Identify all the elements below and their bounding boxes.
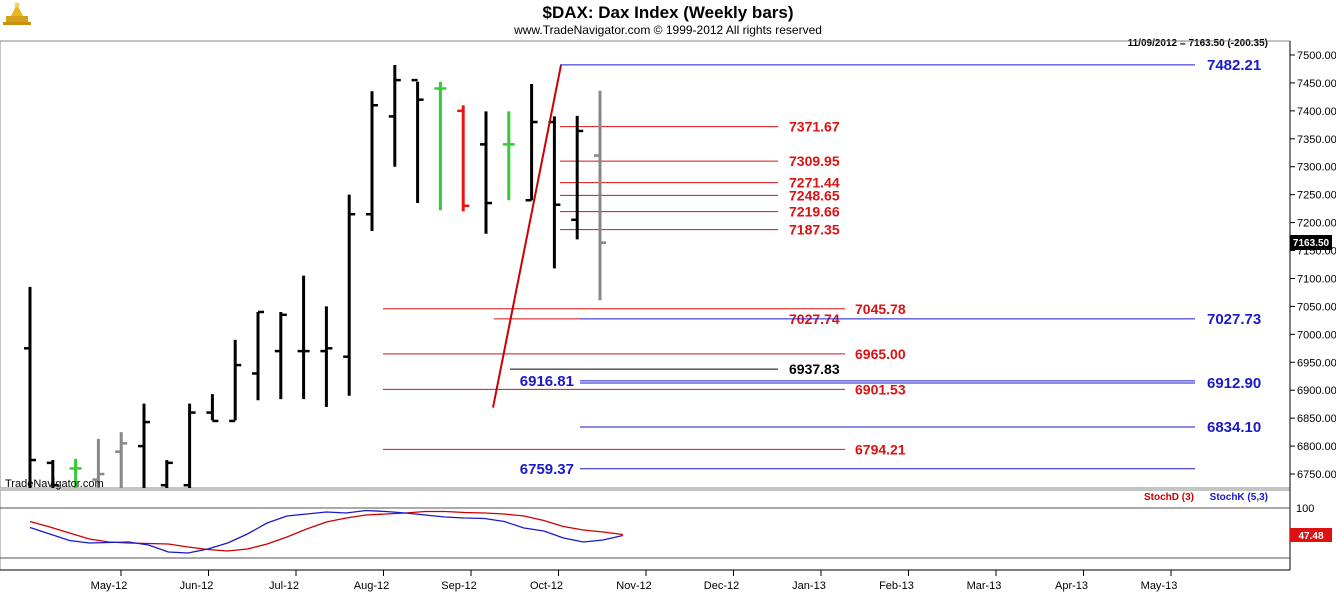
price-panel-frame <box>0 40 1291 489</box>
fib-level-label: 7271.44 <box>789 175 840 191</box>
time-tick-label: Sep-12 <box>441 580 476 592</box>
last-price-label: 7163.50 <box>1293 238 1330 249</box>
stoch-last-tag: 47.48 <box>1290 528 1332 542</box>
fib-level-label: 7371.67 <box>789 119 840 135</box>
chart-title: $DAX: Dax Index (Weekly bars) <box>543 3 794 22</box>
time-tick-label: Jan-13 <box>792 580 826 592</box>
price-tick-label: 7350.00 <box>1297 134 1336 146</box>
time-tick-label: Nov-12 <box>616 580 651 592</box>
stoch-last-label: 47.48 <box>1298 531 1323 542</box>
time-tick-label: Mar-13 <box>967 580 1002 592</box>
price-tick-label: 7000.00 <box>1297 329 1336 341</box>
fib-level-label: 6965.00 <box>855 346 906 362</box>
price-tick-label: 7300.00 <box>1297 162 1336 174</box>
fib-level-label: 6794.21 <box>855 441 906 457</box>
price-tick-label: 6900.00 <box>1297 385 1336 397</box>
fib-level-label: 7187.35 <box>789 222 840 238</box>
time-tick-label: Oct-12 <box>530 580 563 592</box>
price-readout: 11/09/2012 = 7163.50 (-200.35) <box>1128 38 1268 49</box>
last-price-tag: 7163.50 <box>1290 234 1332 250</box>
price-tick-label: 7250.00 <box>1297 190 1336 202</box>
price-tick-label: 6750.00 <box>1297 469 1336 481</box>
copyright-subtitle: www.TradeNavigator.com © 1999-2012 All r… <box>513 23 822 37</box>
time-tick-label: Dec-12 <box>704 580 739 592</box>
fib-level-label: 6901.53 <box>855 381 906 397</box>
time-tick-label: May-12 <box>91 580 128 592</box>
price-axis: 6750.00 6800.00 6850.00 6900.00 6950.00 7000.… <box>1290 50 1336 481</box>
price-tick-label: 7200.00 <box>1297 218 1336 230</box>
time-tick-label: Jul-12 <box>269 580 299 592</box>
price-tick-label: 6850.00 <box>1297 413 1336 425</box>
projection-level-label: 6916.81 <box>520 373 574 390</box>
projection-level-label: 6759.37 <box>520 461 574 478</box>
logo-icon[interactable] <box>3 2 31 26</box>
stochk-legend: StochK (5,3) <box>1210 492 1268 503</box>
projection-level-label: 7482.21 <box>1207 57 1261 74</box>
time-tick-label: Jun-12 <box>180 580 214 592</box>
time-axis: May-12 Jun-12 Jul-12 Aug-12 Sep-12 Oct-12 Nov-… <box>0 569 1290 592</box>
level-label: 6937.83 <box>789 361 840 377</box>
time-tick-label: May-13 <box>1141 580 1178 592</box>
projection-level-label: 7027.73 <box>1207 311 1261 328</box>
price-tick-label: 7400.00 <box>1297 106 1336 118</box>
projection-level-label: 6834.10 <box>1207 419 1261 436</box>
fib-level-label: 7248.65 <box>789 187 840 203</box>
projection-level-label: 6912.90 <box>1207 375 1261 392</box>
fib-level-label: 7045.78 <box>855 301 906 317</box>
time-tick-label: Aug-12 <box>354 580 389 592</box>
fib-level-label: 7219.66 <box>789 204 840 220</box>
trendline <box>492 64 562 408</box>
stochd-legend: StochD (3) <box>1144 492 1194 503</box>
time-tick-label: Apr-13 <box>1055 580 1088 592</box>
price-tick-label: 7050.00 <box>1297 301 1336 313</box>
price-tick-label: 7100.00 <box>1297 273 1336 285</box>
stochd-line <box>29 510 623 552</box>
time-tick-label: Feb-13 <box>879 580 914 592</box>
watermark: TradeNavigator.com <box>5 478 104 490</box>
price-tick-label: 7500.00 <box>1297 50 1336 62</box>
price-bars <box>24 65 606 488</box>
stoch-tick-100: 100 <box>1296 503 1314 515</box>
stochk-line <box>29 509 623 554</box>
fib-level-label: 7309.95 <box>789 153 840 169</box>
trendline-segment <box>492 64 562 408</box>
price-tick-label: 6950.00 <box>1297 357 1336 369</box>
price-tick-label: 6800.00 <box>1297 441 1336 453</box>
stochastic-oscillator <box>0 507 1290 559</box>
price-tick-label: 7450.00 <box>1297 78 1336 90</box>
